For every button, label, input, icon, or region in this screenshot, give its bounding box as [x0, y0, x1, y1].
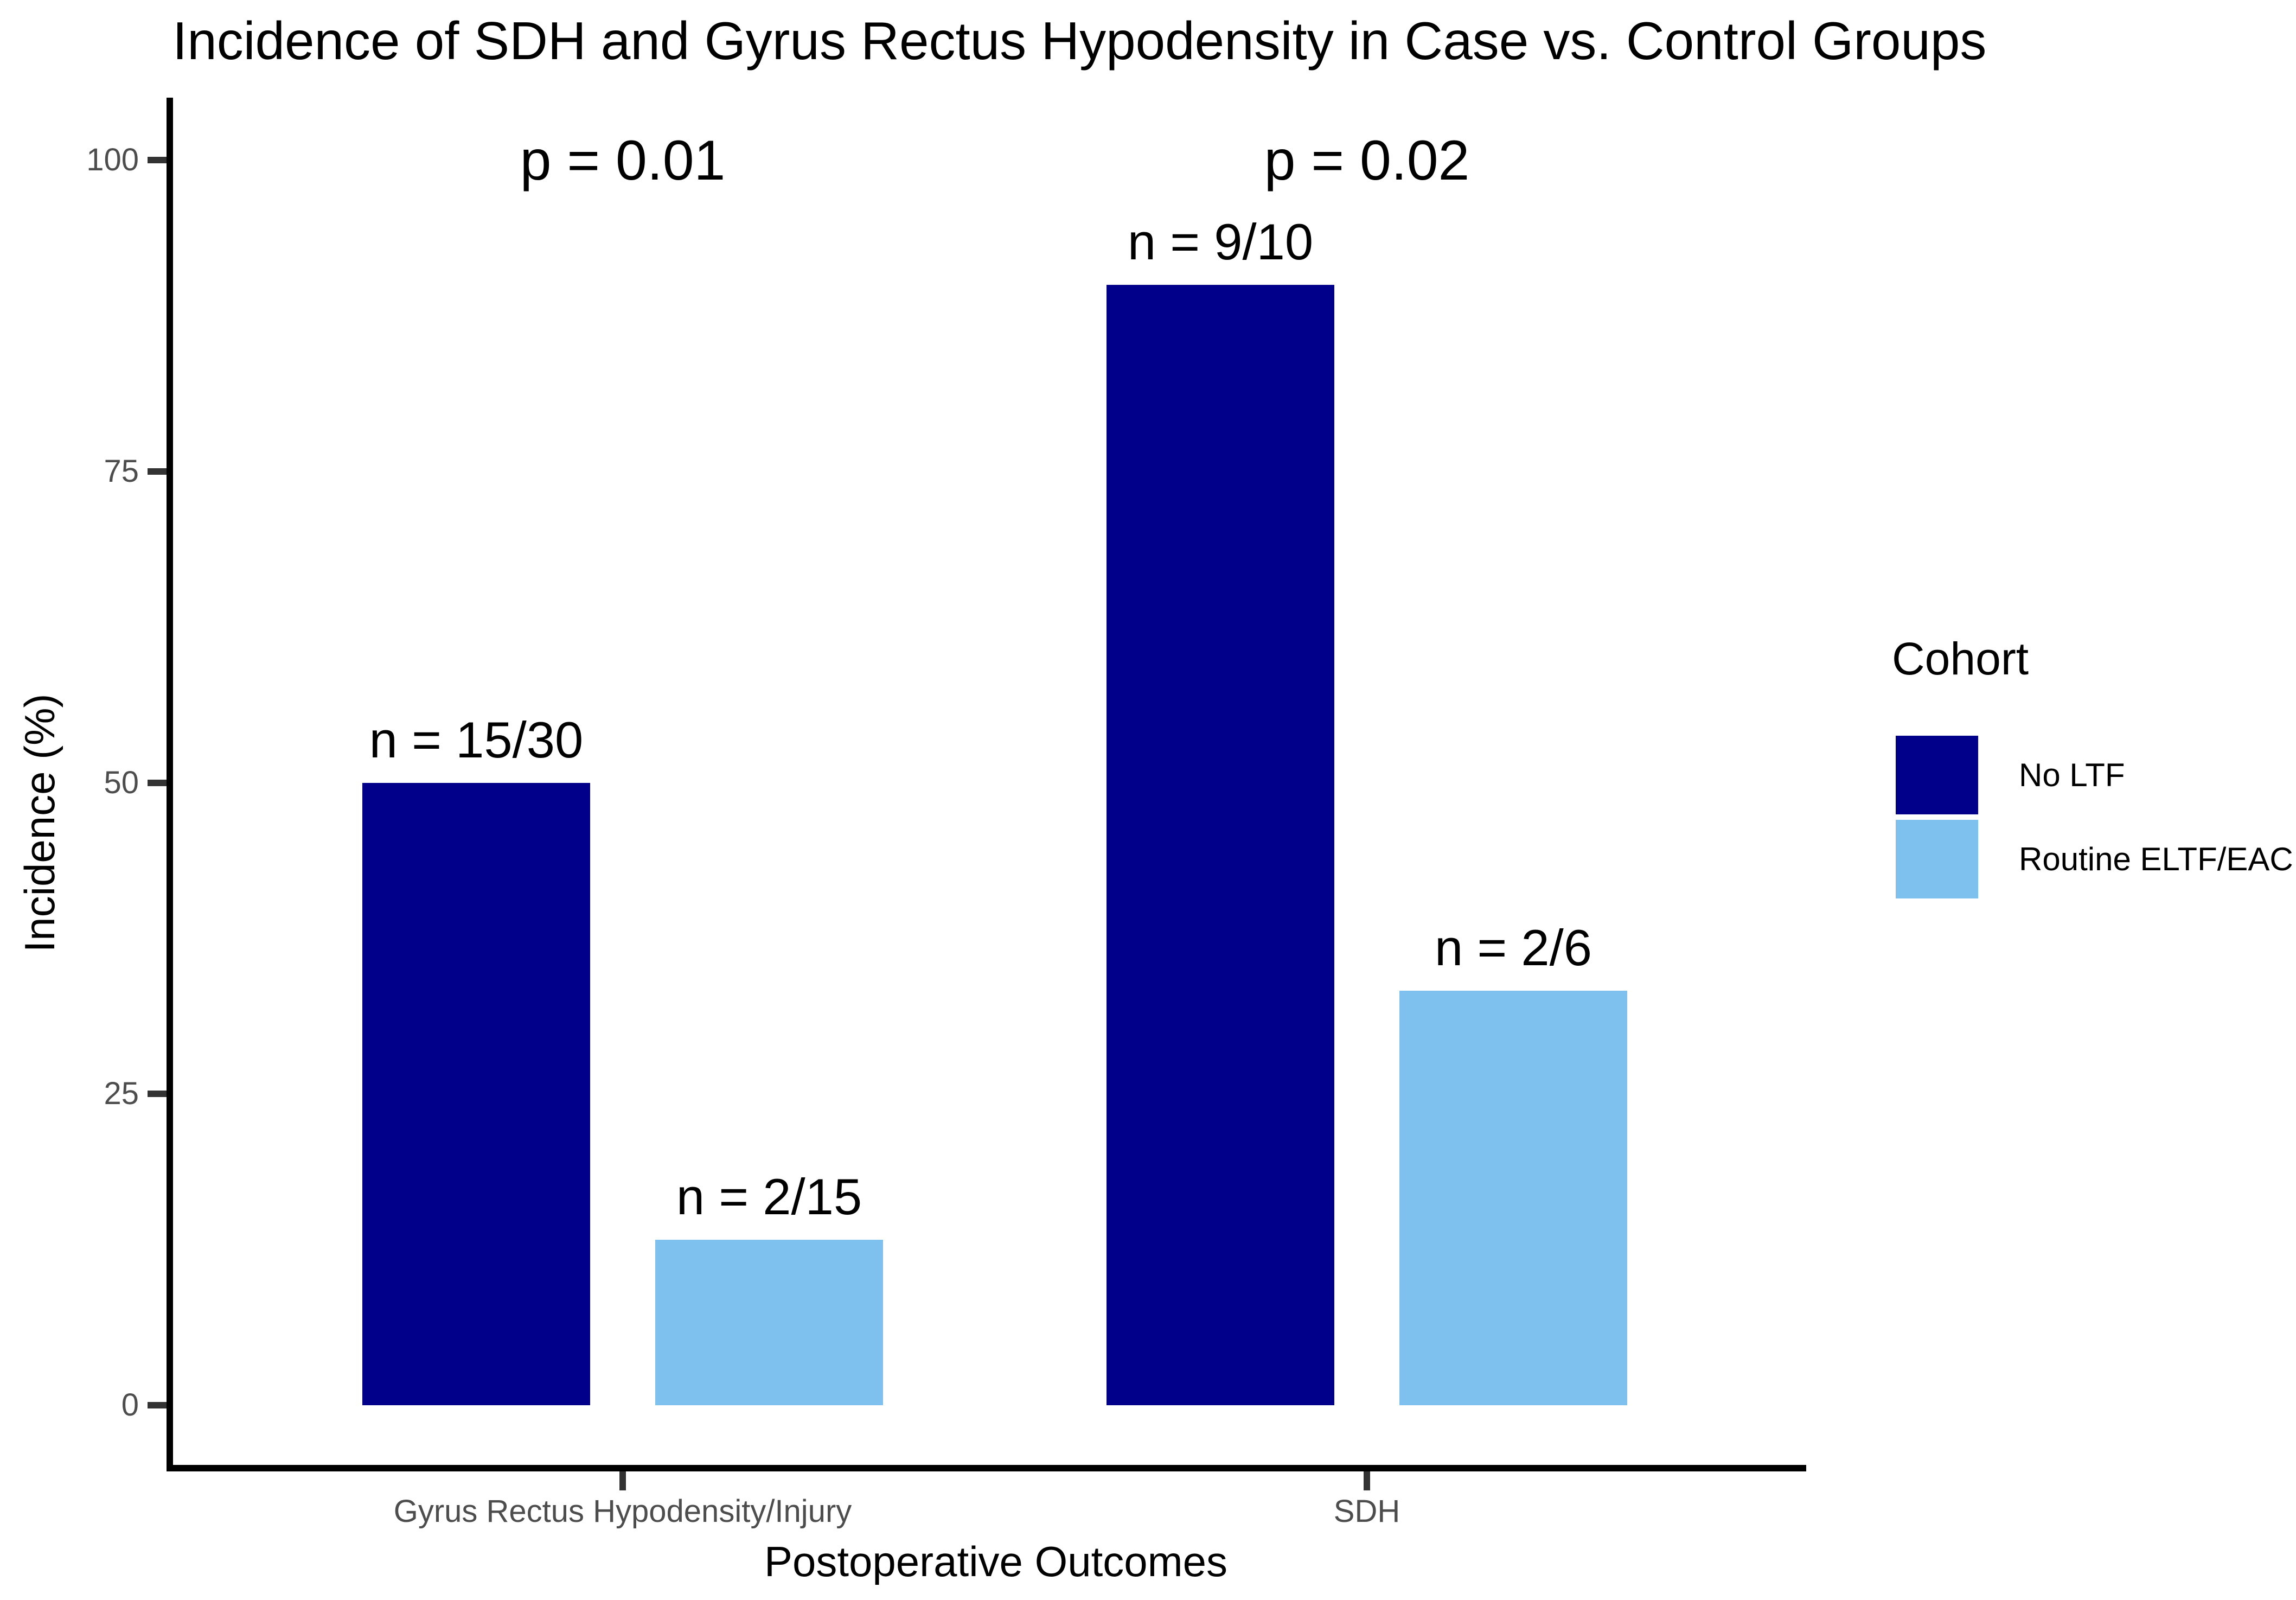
y-tick-label: 0	[121, 1387, 139, 1423]
bar-no-ltf	[362, 782, 590, 1405]
y-tick-mark	[148, 779, 167, 786]
chart-title: Incidence of SDH and Gyrus Rectus Hypode…	[172, 11, 1987, 71]
y-tick-label: 50	[104, 764, 139, 800]
p-value-annotation: p = 0.02	[1264, 129, 1470, 192]
x-tick-mark	[619, 1471, 626, 1490]
legend-key-swatch	[1896, 736, 1978, 814]
y-axis-line	[167, 98, 173, 1471]
y-tick-mark	[148, 157, 167, 163]
y-tick-label: 25	[104, 1076, 139, 1112]
legend-item-label: No LTF	[2019, 756, 2125, 793]
bar-count-label: n = 2/15	[676, 1168, 862, 1225]
p-value-annotation: p = 0.01	[520, 129, 726, 192]
legend-item-label: Routine ELTF/EAC	[2019, 840, 2293, 877]
bar-count-label: n = 15/30	[369, 711, 584, 768]
y-tick-mark	[148, 1402, 167, 1408]
x-axis-line	[167, 1465, 1806, 1471]
bar-routine-eltf-eac	[1399, 990, 1627, 1405]
y-tick-label: 75	[104, 453, 139, 489]
y-tick-mark	[148, 1091, 167, 1098]
y-axis-title: Incidence (%)	[16, 693, 64, 953]
bar-count-label: n = 9/10	[1127, 213, 1314, 270]
x-axis-title: Postoperative Outcomes	[764, 1538, 1228, 1585]
legend-title: Cohort	[1892, 633, 2029, 684]
x-tick-mark	[1364, 1471, 1370, 1490]
bar-no-ltf	[1107, 284, 1334, 1405]
x-tick-label: Gyrus Rectus Hypodensity/Injury	[393, 1494, 852, 1529]
x-tick-label: SDH	[1333, 1494, 1400, 1529]
y-tick-mark	[148, 468, 167, 475]
bar-count-label: n = 2/6	[1434, 919, 1593, 976]
bar-routine-eltf-eac	[655, 1239, 883, 1405]
legend-key-swatch	[1896, 820, 1978, 898]
y-tick-label: 100	[86, 142, 139, 177]
